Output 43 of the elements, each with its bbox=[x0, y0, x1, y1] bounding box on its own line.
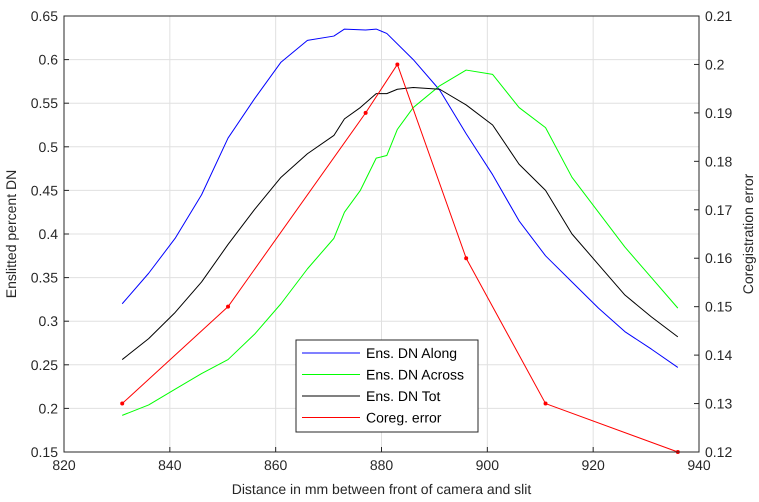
point bbox=[120, 402, 124, 406]
y-axis-title: Enslitted percent DN bbox=[3, 170, 19, 298]
legend-label: Coreg. error bbox=[366, 410, 442, 426]
x-tick-label: 940 bbox=[687, 457, 711, 473]
x-tick-label: 880 bbox=[370, 457, 394, 473]
y2-tick-label: 0.16 bbox=[705, 250, 732, 266]
y-tick-label: 0.2 bbox=[38, 400, 58, 416]
x-tick-label: 900 bbox=[476, 457, 500, 473]
line-series bbox=[122, 87, 678, 360]
y-tick-label: 0.3 bbox=[38, 313, 58, 330]
y2-tick-label: 0.15 bbox=[705, 298, 732, 315]
point bbox=[395, 62, 400, 66]
y-tick-label: 0.65 bbox=[30, 8, 58, 24]
y2-tick-label: 0.2 bbox=[705, 56, 725, 72]
y-tick-label: 0.35 bbox=[30, 270, 58, 286]
y2-tick-label: 0.19 bbox=[705, 104, 732, 121]
y2-tick-label: 0.14 bbox=[705, 347, 732, 364]
y2-tick-label: 0.21 bbox=[705, 8, 732, 24]
x-tick-label: 820 bbox=[52, 457, 76, 473]
y2-axis-title: Coregistration error bbox=[740, 173, 756, 294]
x-tick-label: 920 bbox=[581, 457, 606, 473]
line-series bbox=[122, 28, 678, 368]
y-tick-label: 0.15 bbox=[30, 444, 58, 460]
point bbox=[226, 304, 230, 309]
y-tick-label: 0.5 bbox=[38, 138, 58, 155]
y2-tick-label: 0.13 bbox=[705, 396, 732, 412]
y2-tick-label: 0.12 bbox=[705, 444, 732, 460]
x-tick-label: 840 bbox=[158, 457, 182, 473]
y-tick-label: 0.45 bbox=[30, 182, 58, 198]
y-tick-label: 0.25 bbox=[30, 356, 58, 373]
point bbox=[364, 110, 368, 115]
y-tick-label: 0.6 bbox=[38, 52, 58, 68]
y2-tick-label: 0.17 bbox=[705, 202, 732, 218]
legend-label: Ens. DN Tot bbox=[366, 388, 441, 404]
point bbox=[544, 402, 548, 406]
legend-label: Ens. DN Along bbox=[366, 345, 458, 361]
point bbox=[464, 256, 468, 260]
x-axis-title: Distance in mm between front of camera and slit bbox=[232, 481, 532, 497]
y2-tick-label: 0.18 bbox=[705, 153, 732, 170]
y-tick-label: 0.55 bbox=[30, 95, 58, 112]
legend-label: Ens. DN Across bbox=[366, 366, 464, 382]
y-tick-label: 0.4 bbox=[38, 226, 58, 242]
x-tick-label: 860 bbox=[264, 457, 288, 473]
